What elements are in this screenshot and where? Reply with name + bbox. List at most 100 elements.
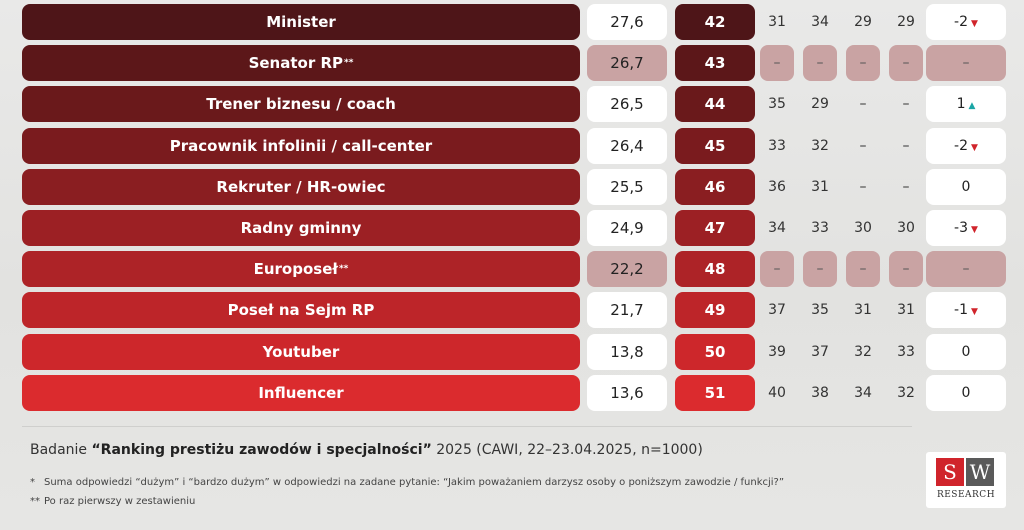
survey-title: “Ranking prestiżu zawodów i specjalności… bbox=[91, 442, 432, 458]
rank-cell: 51 bbox=[675, 374, 755, 411]
profession-label: Trener biznesu / coach bbox=[206, 95, 396, 114]
profession-name: Youtuber bbox=[22, 333, 580, 370]
rank-change-cell: – bbox=[926, 251, 1006, 288]
history-rank-cell: 31 bbox=[811, 178, 829, 195]
score-cell: 27,6 bbox=[587, 4, 667, 40]
rank-cell: 44 bbox=[675, 86, 755, 123]
profession-name: Rekruter / HR-owiec bbox=[22, 168, 580, 205]
table-row: Europoseł ** 22,2 48– – – – – bbox=[0, 251, 1024, 288]
table-row: Minister 27,6 42 31 34 29 29 -2 ▼ bbox=[0, 4, 1024, 40]
history-rank-cell: – bbox=[902, 96, 910, 113]
history-rank-cell: – bbox=[760, 251, 794, 288]
rank-change-value: 0 bbox=[961, 343, 971, 360]
score-cell: 26,4 bbox=[587, 127, 667, 164]
rank-change-cell: -2 ▼ bbox=[926, 4, 1006, 40]
history-rank-cell: 33 bbox=[897, 343, 915, 360]
history-rank-cell: 31 bbox=[854, 302, 872, 319]
survey-suffix: 2025 (CAWI, 22–23.04.2025, n=1000) bbox=[431, 442, 703, 458]
history-rank-cell: – bbox=[760, 45, 794, 82]
profession-label: Minister bbox=[266, 13, 336, 31]
history-rank-cell: – bbox=[859, 137, 867, 154]
table-row: Pracownik infolinii / call-center 26,4 45 3… bbox=[0, 127, 1024, 164]
rank-change-cell: -3 ▼ bbox=[926, 210, 1006, 246]
table-row: Youtuber 13,8 50 39 37 32 33 0 bbox=[0, 333, 1024, 370]
logo-w: W bbox=[966, 458, 994, 486]
table-row: Influencer 13,6 51 40 38 34 32 0 bbox=[0, 374, 1024, 411]
history-rank-cell: – bbox=[803, 251, 837, 288]
history-rank-cell: – bbox=[846, 45, 880, 82]
rank-change-cell: 0 bbox=[926, 374, 1006, 411]
history-rank-cell: 31 bbox=[897, 302, 915, 319]
profession-label: Influencer bbox=[258, 383, 344, 402]
rank-change-cell: 0 bbox=[926, 333, 1006, 370]
table-row: Radny gminny 24,9 47 34 33 30 30 -3 ▼ bbox=[0, 210, 1024, 246]
rank-cell: 47 bbox=[675, 210, 755, 246]
rank-cell: 49 bbox=[675, 292, 755, 329]
footnote-1: * Suma odpowiedzi “dużym” i “bardzo dużym… bbox=[30, 477, 784, 488]
rank-change-value: – bbox=[962, 261, 970, 278]
history-rank-cell: 29 bbox=[897, 14, 915, 30]
survey-info: Badanie “Ranking prestiżu zawodów i spec… bbox=[30, 442, 703, 458]
history-rank-cell: 37 bbox=[811, 343, 829, 360]
history-rank-cell: 34 bbox=[768, 220, 786, 236]
profession-label: Radny gminny bbox=[240, 219, 362, 237]
score-cell: 13,6 bbox=[587, 374, 667, 411]
table-row: Rekruter / HR-owiec 25,5 46 36 31 – – 0 bbox=[0, 168, 1024, 205]
rank-change-value: -2 bbox=[954, 137, 969, 154]
profession-name: Pracownik infolinii / call-center bbox=[22, 127, 580, 164]
rank-cell: 43 bbox=[675, 45, 755, 82]
rank-change-cell: 1 ▲ bbox=[926, 86, 1006, 123]
history-rank-cell: 31 bbox=[768, 14, 786, 30]
rank-change-value: -1 bbox=[954, 302, 969, 319]
history-rank-cell: – bbox=[846, 251, 880, 288]
score-cell: 13,8 bbox=[587, 333, 667, 370]
arrow-down-icon: ▼ bbox=[971, 307, 978, 318]
rank-cell: 45 bbox=[675, 127, 755, 164]
profession-name: Poseł na Sejm RP bbox=[22, 292, 580, 329]
history-rank-cell: 29 bbox=[811, 96, 829, 113]
score-cell: 25,5 bbox=[587, 168, 667, 205]
rank-cell: 48 bbox=[675, 251, 755, 288]
profession-label: Youtuber bbox=[262, 342, 340, 361]
rank-change-value: 0 bbox=[961, 384, 971, 401]
history-rank-cell: 33 bbox=[768, 137, 786, 154]
profession-name: Europoseł ** bbox=[22, 251, 580, 288]
history-rank-cell: 38 bbox=[811, 384, 829, 401]
history-rank-cell: 33 bbox=[811, 220, 829, 236]
history-rank-cell: 30 bbox=[854, 220, 872, 236]
divider bbox=[22, 426, 912, 427]
profession-name: Trener biznesu / coach bbox=[22, 86, 580, 123]
table-row: Poseł na Sejm RP 21,7 49 37 35 31 31 -1 ▼ bbox=[0, 292, 1024, 329]
rank-change-value: -3 bbox=[954, 220, 969, 236]
footnote-1-mark: * bbox=[30, 477, 35, 488]
rank-cell: 46 bbox=[675, 168, 755, 205]
footnote-1-text: Suma odpowiedzi “dużym” i “bardzo dużym”… bbox=[44, 477, 785, 488]
rank-change-value: -2 bbox=[954, 14, 969, 30]
history-rank-cell: 32 bbox=[897, 384, 915, 401]
rank-change-cell: -1 ▼ bbox=[926, 292, 1006, 329]
score-cell: 24,9 bbox=[587, 210, 667, 246]
history-rank-cell: – bbox=[902, 137, 910, 154]
rank-cell: 42 bbox=[675, 4, 755, 40]
new-entry-mark: ** bbox=[338, 264, 349, 275]
score-cell: 26,7 bbox=[587, 45, 667, 82]
history-rank-cell: – bbox=[889, 45, 923, 82]
rank-change-cell: -2 ▼ bbox=[926, 127, 1006, 164]
rank-change-value: 1 bbox=[956, 96, 966, 113]
history-rank-cell: 30 bbox=[897, 220, 915, 236]
history-rank-cell: – bbox=[803, 45, 837, 82]
rank-change-value: – bbox=[962, 55, 970, 72]
logo-research: RESEARCH bbox=[936, 490, 996, 500]
profession-label: Rekruter / HR-owiec bbox=[216, 177, 386, 196]
rank-change-value: 0 bbox=[961, 178, 971, 195]
profession-label: Poseł na Sejm RP bbox=[227, 301, 375, 320]
survey-prefix: Badanie bbox=[30, 442, 92, 458]
history-rank-cell: 35 bbox=[811, 302, 829, 319]
history-rank-cell: 32 bbox=[854, 343, 872, 360]
history-rank-cell: 29 bbox=[854, 14, 872, 30]
history-rank-cell: 34 bbox=[854, 384, 872, 401]
rank-change-cell: – bbox=[926, 45, 1006, 82]
rank-cell: 50 bbox=[675, 333, 755, 370]
table-row: Senator RP ** 26,7 43– – – – – bbox=[0, 45, 1024, 82]
profession-name: Minister bbox=[22, 4, 580, 40]
